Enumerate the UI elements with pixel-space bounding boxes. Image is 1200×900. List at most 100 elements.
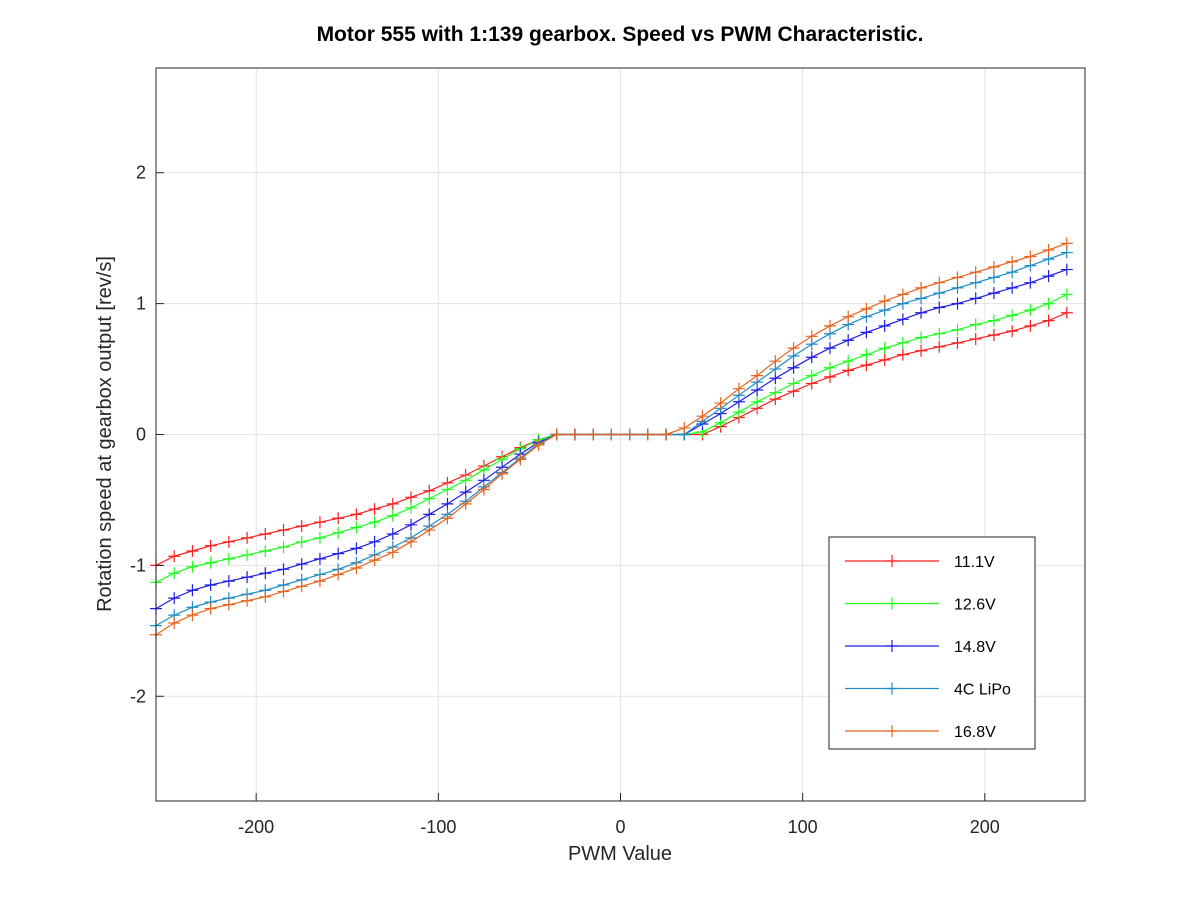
- data-point-marker: [168, 550, 181, 563]
- data-point-marker: [1060, 306, 1073, 319]
- data-point-marker: [933, 287, 946, 300]
- data-point-marker: [332, 547, 345, 560]
- data-point-marker: [915, 344, 928, 357]
- data-point-marker: [1024, 319, 1037, 332]
- legend-marker: [886, 725, 898, 737]
- y-tick-label: -1: [130, 555, 146, 575]
- data-point-marker: [915, 306, 928, 319]
- data-point-marker: [987, 260, 1000, 273]
- data-point-marker: [951, 271, 964, 284]
- legend-item: 12.6V: [845, 597, 996, 614]
- legend-item: 4C LiPo: [845, 682, 1011, 699]
- data-point-marker: [933, 276, 946, 289]
- data-point-marker: [896, 288, 909, 301]
- data-point-marker: [587, 428, 600, 441]
- data-point-marker: [878, 294, 891, 307]
- data-point-marker: [751, 395, 764, 408]
- legend-item: 14.8V: [845, 639, 996, 656]
- series-layer: [150, 237, 1073, 641]
- data-point-marker: [550, 428, 563, 441]
- data-point-marker: [987, 271, 1000, 284]
- data-point-marker: [313, 531, 326, 544]
- data-point-marker: [678, 421, 691, 434]
- legend-label: 12.6V: [954, 597, 996, 614]
- data-point-marker: [1006, 325, 1019, 338]
- data-point-marker: [277, 563, 290, 576]
- data-point-marker: [204, 602, 217, 615]
- data-point-marker: [842, 334, 855, 347]
- data-point-marker: [241, 571, 254, 584]
- data-point-marker: [1006, 255, 1019, 268]
- data-point-marker: [805, 330, 818, 343]
- data-point-marker: [896, 336, 909, 349]
- data-point-marker: [204, 539, 217, 552]
- data-point-marker: [732, 406, 745, 419]
- data-point-marker: [405, 518, 418, 531]
- data-point-marker: [204, 556, 217, 569]
- data-point-marker: [1060, 288, 1073, 301]
- data-point-marker: [332, 526, 345, 539]
- data-point-marker: [842, 310, 855, 323]
- data-point-marker: [186, 544, 199, 557]
- data-point-marker: [1042, 297, 1055, 310]
- legend-label: 16.8V: [954, 724, 996, 741]
- data-point-marker: [842, 355, 855, 368]
- data-point-marker: [969, 318, 982, 331]
- data-point-marker: [878, 353, 891, 366]
- data-point-marker: [496, 467, 509, 480]
- data-point-marker: [441, 483, 454, 496]
- data-point-marker: [405, 491, 418, 504]
- data-point-marker: [969, 292, 982, 305]
- data-point-marker: [860, 302, 873, 315]
- data-point-marker: [696, 410, 709, 423]
- data-point-marker: [295, 558, 308, 571]
- data-point-marker: [441, 497, 454, 510]
- legend-marker: [886, 640, 898, 652]
- data-point-marker: [915, 292, 928, 305]
- chart-title: Motor 555 with 1:139 gearbox. Speed vs P…: [317, 23, 924, 46]
- data-point-marker: [1024, 276, 1037, 289]
- data-point-marker: [423, 524, 436, 537]
- data-point-marker: [769, 386, 782, 399]
- data-point-marker: [168, 567, 181, 580]
- data-point-marker: [277, 541, 290, 554]
- data-point-marker: [241, 548, 254, 561]
- data-point-marker: [350, 542, 363, 555]
- data-point-marker: [823, 319, 836, 332]
- data-point-marker: [459, 497, 472, 510]
- data-point-marker: [459, 474, 472, 487]
- axis-ticks: -200 -100 0 100 200 -2 -1 0 1 2: [130, 163, 1000, 837]
- data-point-marker: [259, 527, 272, 540]
- data-point-marker: [1006, 281, 1019, 294]
- data-point-marker: [660, 428, 673, 441]
- series-16-8v: [150, 237, 1073, 641]
- y-tick-label: 2: [136, 163, 146, 183]
- legend-marker: [886, 682, 898, 695]
- data-point-marker: [477, 463, 490, 476]
- data-point-marker: [915, 281, 928, 294]
- data-point-marker: [168, 616, 181, 629]
- y-tick-label: 0: [136, 425, 146, 445]
- data-point-marker: [568, 428, 581, 441]
- data-point-marker: [860, 359, 873, 372]
- data-point-marker: [259, 544, 272, 557]
- data-point-marker: [532, 438, 545, 451]
- data-point-marker: [423, 508, 436, 521]
- data-point-marker: [386, 546, 399, 559]
- data-point-marker: [1006, 266, 1019, 279]
- x-tick-label: 100: [788, 817, 818, 837]
- data-point-marker: [350, 508, 363, 521]
- data-point-marker: [969, 332, 982, 345]
- data-point-marker: [933, 301, 946, 314]
- data-point-marker: [386, 509, 399, 522]
- data-point-marker: [732, 382, 745, 395]
- data-point-marker: [1042, 314, 1055, 327]
- data-point-marker: [878, 342, 891, 355]
- data-point-marker: [277, 585, 290, 598]
- data-point-marker: [295, 520, 308, 533]
- data-point-marker: [405, 535, 418, 548]
- data-point-marker: [386, 497, 399, 510]
- data-point-marker: [915, 331, 928, 344]
- data-point-marker: [332, 512, 345, 525]
- data-point-marker: [823, 342, 836, 355]
